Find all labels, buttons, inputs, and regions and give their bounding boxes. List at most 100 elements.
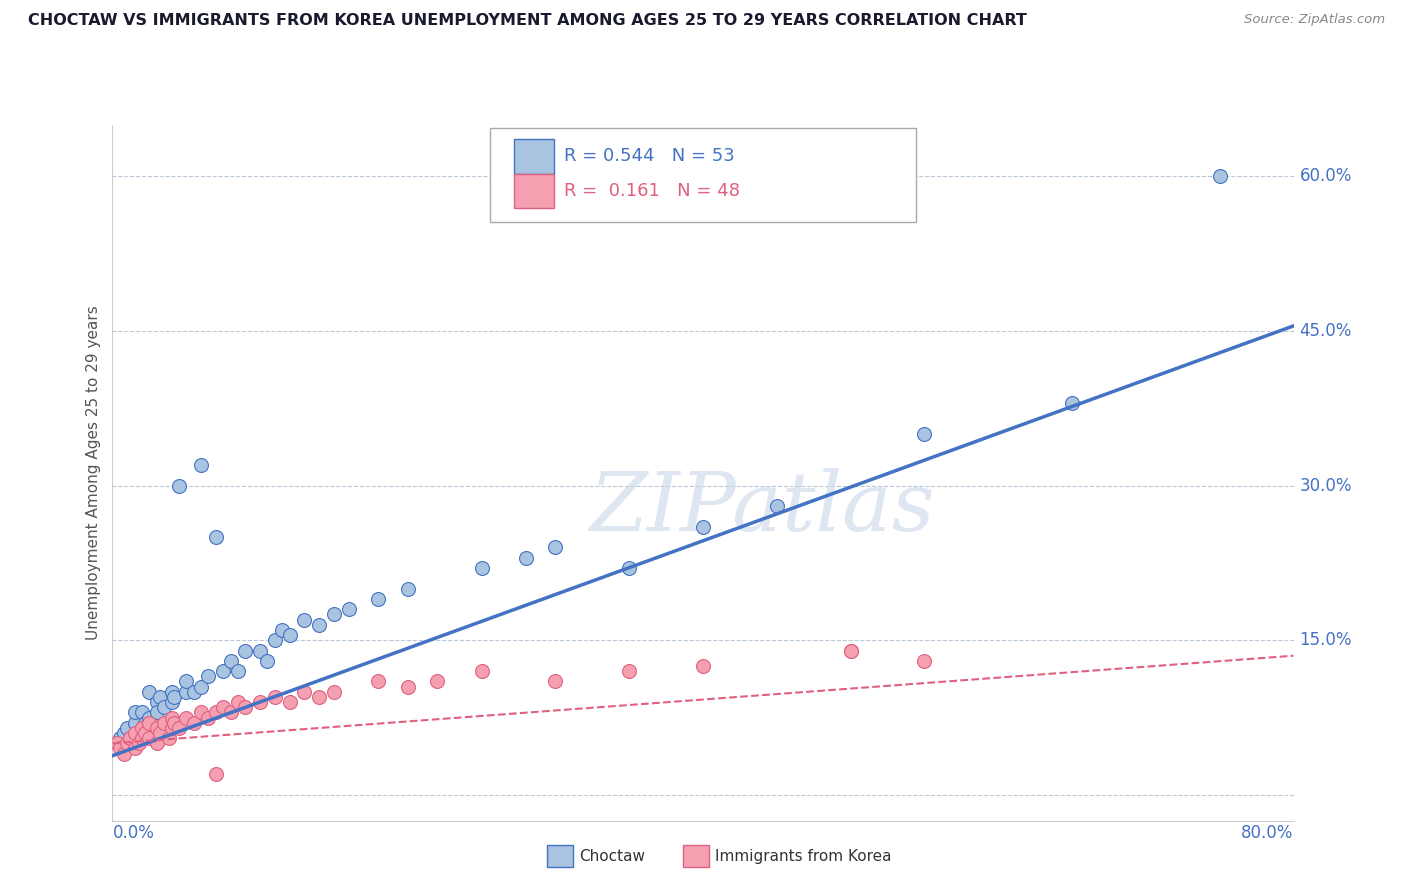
Point [619, 561, 641, 575]
Point [1208, 169, 1232, 184]
Point [205, 530, 228, 544]
Point [160, 710, 183, 724]
Point [212, 664, 235, 678]
Point [146, 715, 169, 730]
Point [256, 654, 278, 668]
Point [120, 731, 142, 746]
Point [205, 706, 228, 720]
Point [160, 721, 183, 735]
Point [131, 731, 153, 746]
Text: 80.0%: 80.0% [1241, 824, 1294, 842]
Point [219, 654, 242, 668]
Point [205, 767, 228, 781]
Point [212, 700, 235, 714]
Point [174, 685, 197, 699]
Point [219, 706, 242, 720]
Point [337, 602, 360, 616]
Point [190, 458, 212, 472]
FancyBboxPatch shape [515, 174, 554, 209]
Point [157, 715, 180, 730]
Point [138, 710, 160, 724]
Point [249, 695, 271, 709]
Point [190, 706, 212, 720]
Point [146, 721, 169, 735]
Point [131, 721, 153, 735]
Text: ZIPatlas: ZIPatlas [589, 467, 935, 548]
Point [692, 659, 714, 673]
Point [619, 664, 641, 678]
Point [197, 669, 219, 683]
Point [278, 628, 301, 642]
Y-axis label: Unemployment Among Ages 25 to 29 years: Unemployment Among Ages 25 to 29 years [86, 305, 101, 640]
FancyBboxPatch shape [547, 845, 574, 867]
FancyBboxPatch shape [683, 845, 709, 867]
Point [470, 664, 494, 678]
Text: 0.0%: 0.0% [112, 824, 155, 842]
Point [323, 607, 346, 622]
Point [128, 736, 150, 750]
Point [278, 695, 301, 709]
Point [249, 643, 271, 657]
Text: 30.0%: 30.0% [1299, 476, 1353, 495]
Point [157, 731, 180, 746]
Point [264, 633, 287, 648]
Point [138, 715, 160, 730]
Text: Immigrants from Korea: Immigrants from Korea [714, 848, 891, 863]
Point [839, 643, 862, 657]
Point [167, 478, 190, 492]
Point [149, 690, 172, 704]
Point [146, 695, 169, 709]
Point [190, 680, 212, 694]
Point [367, 592, 389, 607]
Point [112, 726, 135, 740]
Point [914, 427, 936, 442]
Point [124, 715, 146, 730]
Point [160, 685, 183, 699]
Point [117, 721, 138, 735]
Point [396, 680, 419, 694]
Point [183, 685, 205, 699]
Point [292, 613, 315, 627]
Point [131, 706, 153, 720]
Point [226, 664, 249, 678]
Point [264, 690, 287, 704]
Text: 15.0%: 15.0% [1299, 632, 1353, 649]
Point [226, 695, 249, 709]
Point [146, 736, 169, 750]
Point [396, 582, 419, 596]
Point [138, 731, 160, 746]
FancyBboxPatch shape [491, 128, 915, 222]
Point [515, 550, 537, 565]
Point [1062, 396, 1084, 410]
Text: Source: ZipAtlas.com: Source: ZipAtlas.com [1244, 13, 1385, 27]
Point [197, 710, 219, 724]
Point [544, 541, 567, 555]
Point [124, 706, 146, 720]
Point [323, 685, 346, 699]
Point [308, 690, 330, 704]
Point [134, 715, 156, 730]
Point [271, 623, 294, 637]
Point [108, 741, 131, 756]
Point [160, 695, 183, 709]
Point [167, 721, 190, 735]
Point [131, 721, 153, 735]
Point [233, 700, 256, 714]
Point [163, 690, 186, 704]
Point [153, 700, 176, 714]
Point [108, 731, 131, 746]
Point [692, 520, 714, 534]
Text: R = 0.544   N = 53: R = 0.544 N = 53 [564, 147, 734, 165]
Point [766, 500, 789, 514]
Point [426, 674, 449, 689]
Text: CHOCTAW VS IMMIGRANTS FROM KOREA UNEMPLOYMENT AMONG AGES 25 TO 29 YEARS CORRELAT: CHOCTAW VS IMMIGRANTS FROM KOREA UNEMPLO… [28, 13, 1026, 29]
Point [174, 710, 197, 724]
Point [128, 726, 150, 740]
FancyBboxPatch shape [515, 139, 554, 174]
Point [124, 726, 146, 740]
Point [292, 685, 315, 699]
Text: R =  0.161   N = 48: R = 0.161 N = 48 [564, 182, 740, 200]
Point [149, 726, 172, 740]
Point [839, 643, 862, 657]
Text: Choctaw: Choctaw [579, 848, 645, 863]
